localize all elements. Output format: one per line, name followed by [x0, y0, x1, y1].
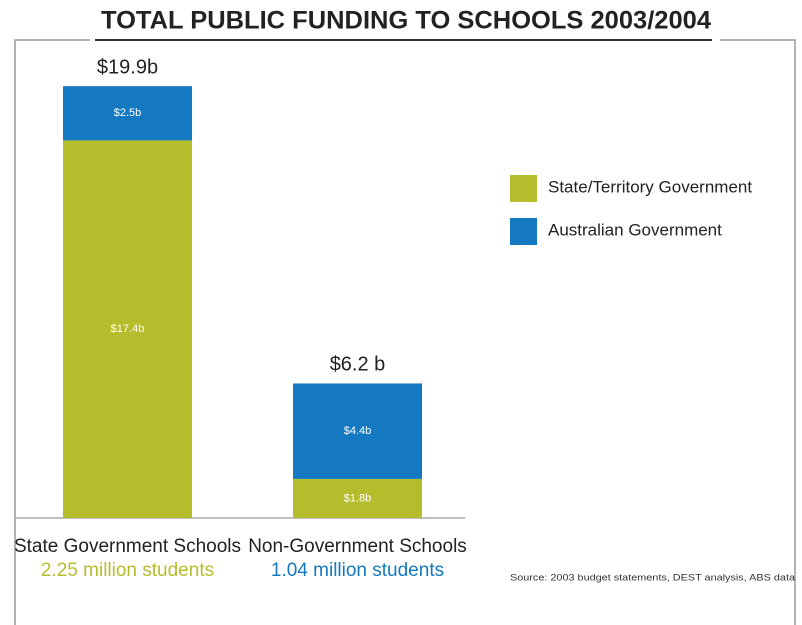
category-subtitle: 1.04 million students — [271, 560, 444, 581]
legend-swatch — [510, 175, 537, 202]
x-tick-label: Non-Government Schools — [248, 536, 467, 557]
category-subtitle: 2.25 million students — [41, 560, 214, 581]
total-label: $19.9b — [97, 56, 158, 78]
title-backdrop — [90, 4, 720, 44]
legend-label: State/Territory Government — [548, 177, 752, 196]
bar-segment — [293, 383, 422, 479]
value-label: $1.8b — [344, 492, 372, 504]
bar-segment — [293, 478, 422, 518]
total-label: $6.2 b — [330, 354, 386, 376]
bar-segment — [63, 140, 192, 519]
value-label: $17.4b — [111, 323, 145, 335]
value-label: $2.5b — [114, 107, 142, 119]
value-label: $4.4b — [344, 425, 372, 437]
source-note: Source: 2003 budget statements, DEST ana… — [510, 572, 795, 582]
bar-segment — [63, 86, 192, 141]
x-tick-label: State Government Schools — [14, 536, 241, 557]
legend-label: Australian Government — [548, 220, 722, 239]
legend-swatch — [510, 218, 537, 245]
chart-title: TOTAL PUBLIC FUNDING TO SCHOOLS 2003/200… — [101, 7, 711, 35]
